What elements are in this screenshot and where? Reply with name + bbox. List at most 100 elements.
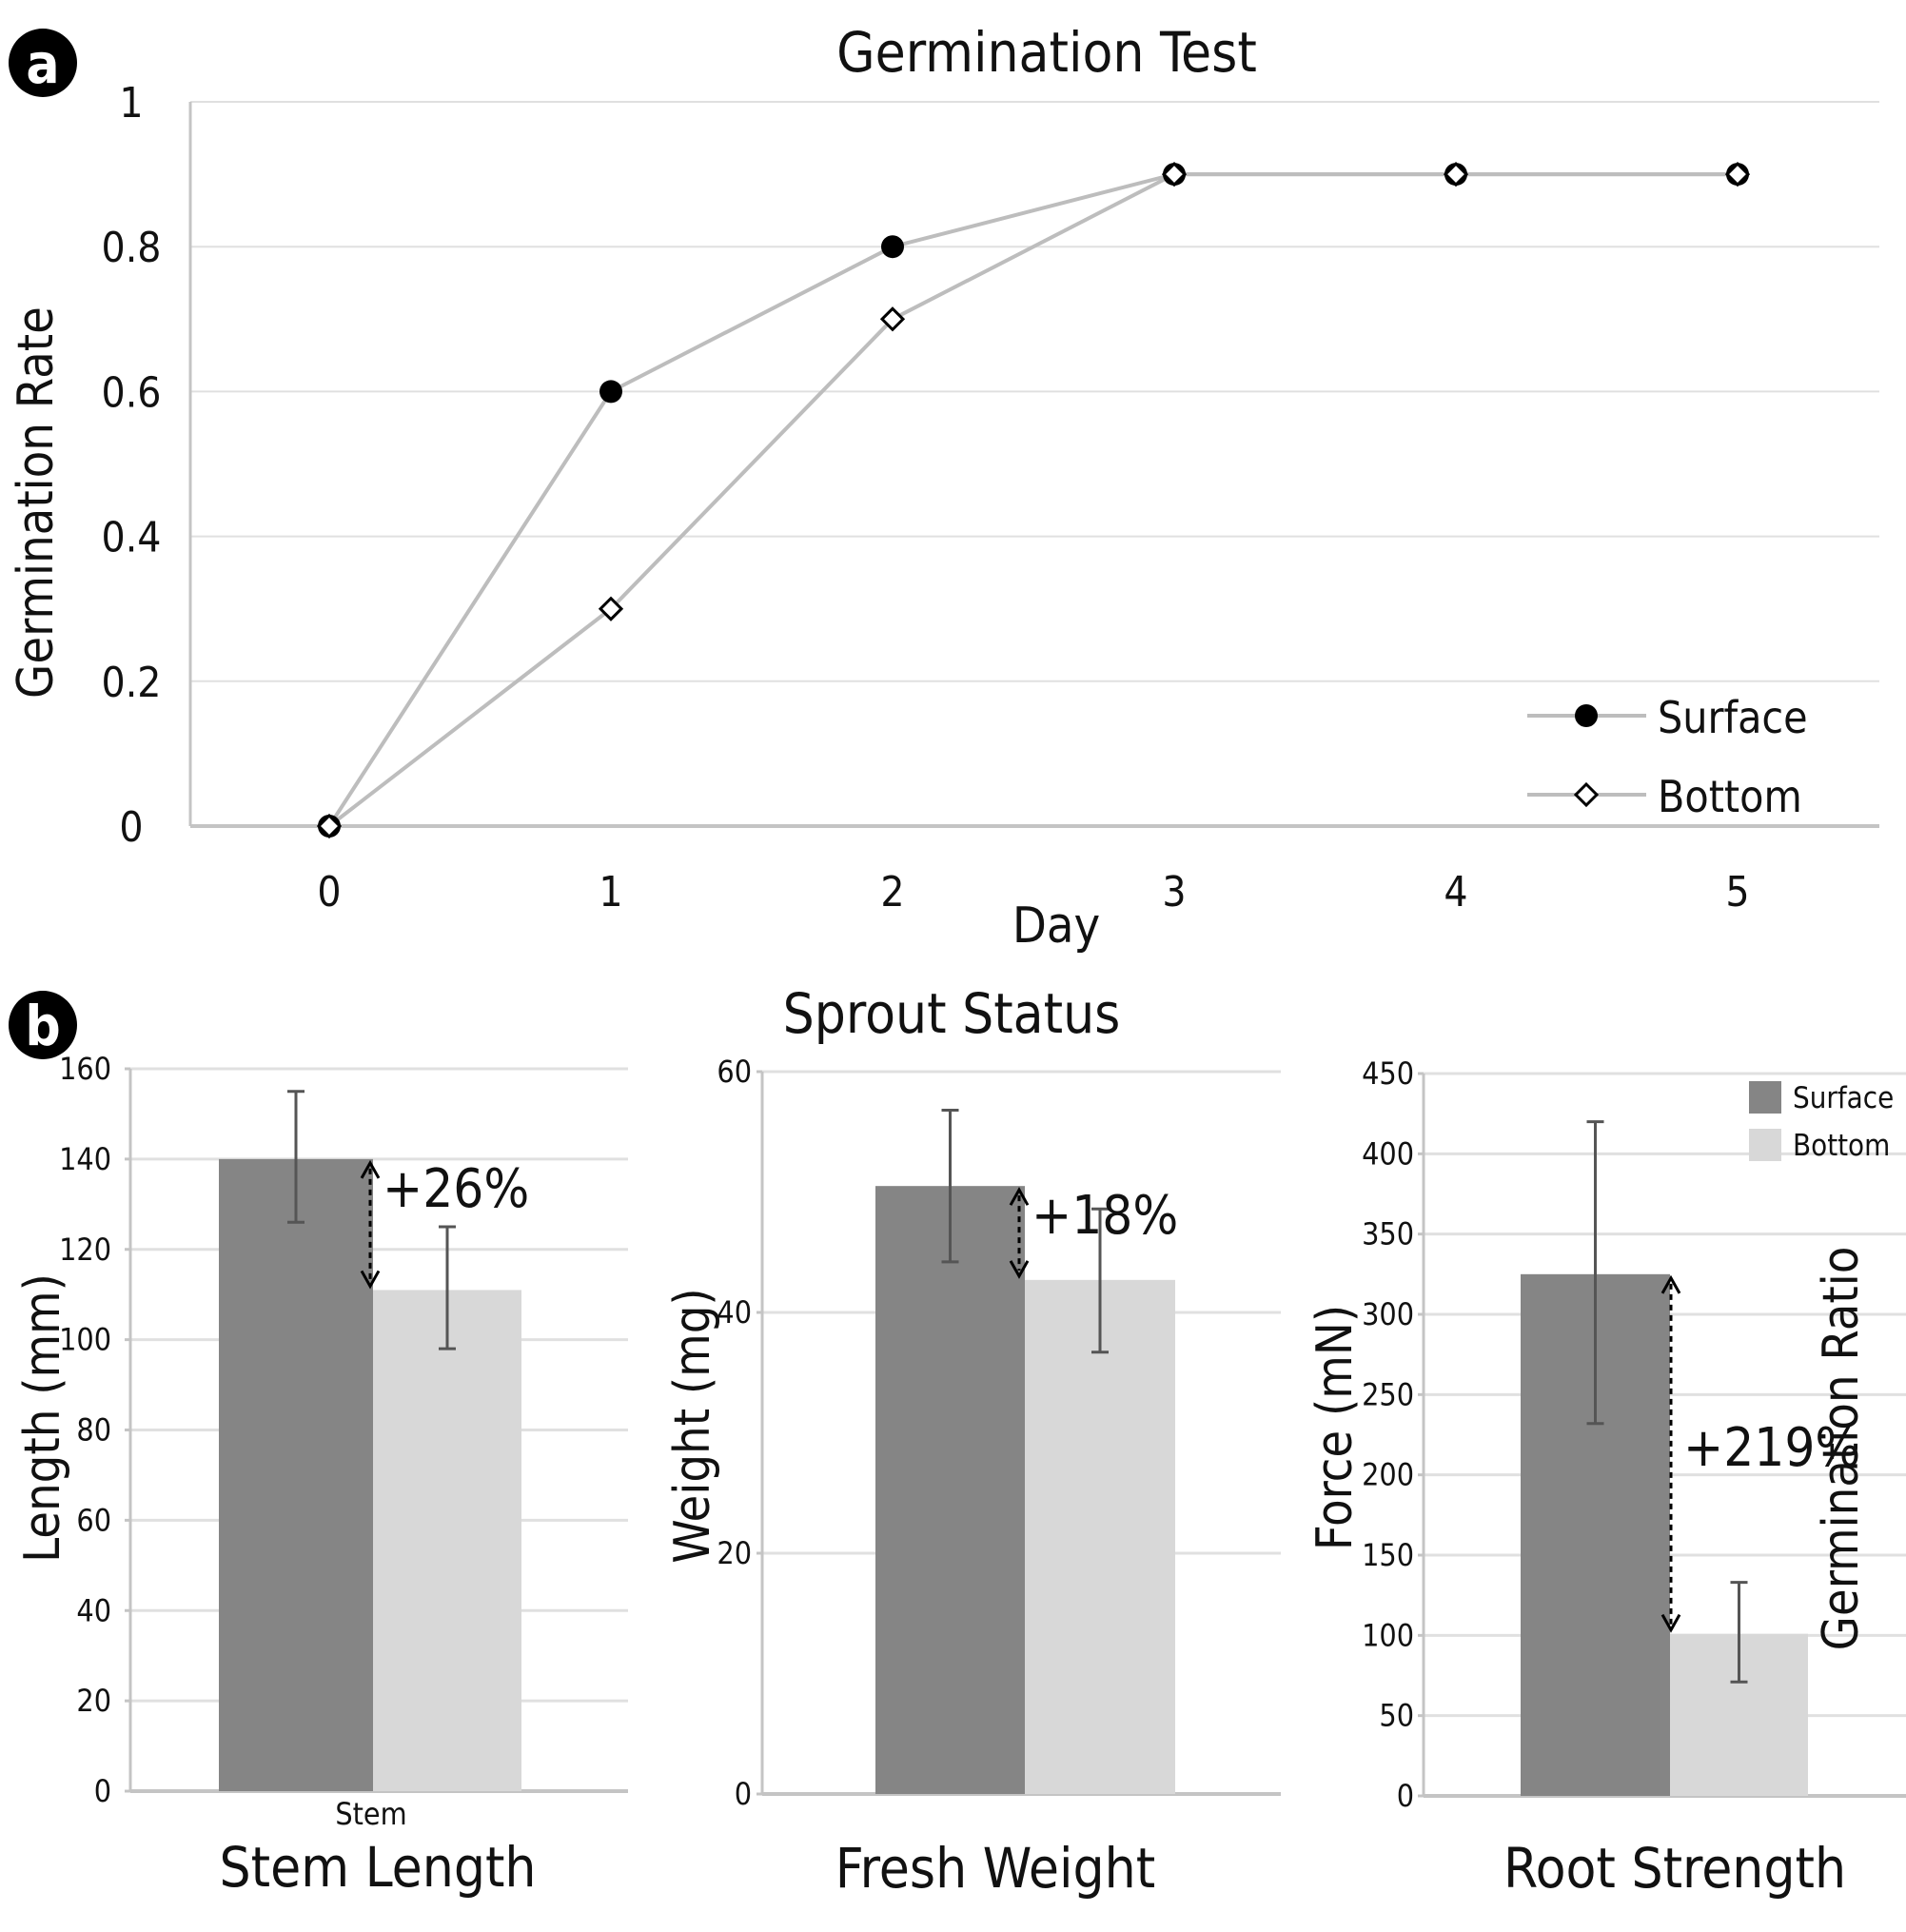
- line-chart-y-label: Germination Rate: [8, 306, 65, 699]
- bar-subplot-title: Fresh Weight: [835, 1836, 1155, 1901]
- y-tick-label: 20: [76, 1683, 111, 1719]
- bar-subplot-title: Root Strength: [1503, 1836, 1846, 1901]
- difference-annotation: +26%: [383, 1158, 529, 1220]
- bar-category-label: Stem: [335, 1796, 406, 1832]
- y-tick-label: 60: [76, 1502, 111, 1538]
- legend-swatch-bottom: [1749, 1129, 1781, 1161]
- y-tick-label: 100: [1362, 1617, 1414, 1653]
- line-chart-series: [316, 161, 1751, 839]
- y-tick-label: 100: [59, 1322, 111, 1358]
- data-point-bottom: [1161, 161, 1188, 187]
- legend-swatch-surface: [1749, 1081, 1781, 1114]
- difference-arrow: [1009, 1187, 1030, 1279]
- legend-label-bottom: Bottom: [1658, 771, 1802, 822]
- series-line-surface: [327, 172, 1738, 828]
- x-tick-label: 1: [599, 868, 622, 917]
- legend-label-surface: Surface: [1793, 1081, 1894, 1115]
- y-tick-label: 140: [59, 1141, 111, 1177]
- bar-subplot-stem-length: 0 20 40 60 80 100 120 140 160 +26% Length (mm) Stem…: [14, 1051, 628, 1900]
- y-tick-label: 1: [119, 79, 143, 128]
- difference-arrow-head-bottom: [1660, 1613, 1681, 1633]
- x-tick-label: 3: [1162, 868, 1186, 917]
- bar-subplot-root-strength: 0 50 100 150 200 250 300 350 400 450 +219% Force (m…: [1307, 1055, 1906, 1901]
- difference-arrow-head-top: [360, 1159, 381, 1179]
- difference-arrow: [360, 1159, 381, 1290]
- y-tick-label: 0.8: [102, 224, 162, 272]
- line-chart-axes: [188, 102, 1879, 828]
- series-line-bottom: [327, 172, 1738, 828]
- data-point-surface: [881, 235, 904, 259]
- y-tick-label: 0: [94, 1773, 111, 1809]
- error-bar-surface: [941, 1108, 959, 1264]
- x-tick-label: 4: [1444, 868, 1467, 917]
- y-tick-label: 40: [717, 1294, 752, 1331]
- bar-y-axis-label: Force (mN): [1307, 1305, 1364, 1550]
- difference-arrow: [1660, 1274, 1681, 1633]
- y-tick-label: 0: [735, 1776, 752, 1812]
- error-bar-bottom: [1091, 1207, 1109, 1354]
- panel-b-letter: b: [25, 994, 60, 1058]
- data-point-bottom: [879, 306, 906, 332]
- legend-marker-surface: [1575, 704, 1598, 727]
- difference-annotation: +219%: [1683, 1417, 1860, 1479]
- y-tick-label: 0: [119, 803, 143, 852]
- y-tick-label: 150: [1362, 1537, 1414, 1573]
- line-chart-gridlines: [190, 101, 1879, 682]
- line-chart-legend: Surface Bottom: [1527, 692, 1808, 822]
- bar-y-axis-label: Weight (mg): [664, 1288, 721, 1563]
- y-tick-label: 0.6: [102, 368, 162, 417]
- difference-arrow-head-top: [1660, 1274, 1681, 1294]
- data-point-bottom: [316, 813, 343, 839]
- error-bar-bottom: [439, 1225, 456, 1350]
- bar-subplot-title: Stem Length: [220, 1835, 537, 1900]
- y-tick-label: 20: [717, 1535, 752, 1571]
- y-tick-label: 40: [76, 1592, 111, 1628]
- difference-arrow-head-top: [1009, 1187, 1030, 1206]
- bar-bottom: [1025, 1279, 1175, 1794]
- y-tick-label: 0.4: [102, 514, 162, 562]
- x-tick-label: 5: [1725, 868, 1749, 917]
- difference-annotation: +18%: [1032, 1185, 1178, 1247]
- panel-a-letter: a: [26, 31, 59, 96]
- data-point-surface: [599, 380, 622, 404]
- error-bar-bottom: [1730, 1581, 1748, 1684]
- bar-legend: Surface Bottom: [1749, 1081, 1894, 1163]
- y-tick-label: 0: [1397, 1778, 1414, 1814]
- y-tick-label: 60: [717, 1054, 752, 1090]
- difference-arrow-head-bottom: [1009, 1260, 1030, 1279]
- line-chart-tick-labels: 0 0.2 0.4 0.6 0.8 1 0 1 2 3 4 5: [102, 79, 1750, 917]
- error-bar-surface: [1586, 1120, 1604, 1426]
- line-chart-x-label: Day: [1012, 897, 1100, 955]
- line-chart-title: Germination Test: [836, 20, 1257, 85]
- germination-line-chart: 0 0.2 0.4 0.6 0.8 1 0 1 2 3 4 5 Germination Test Da…: [8, 20, 1879, 955]
- bar-subplot-fresh-weight: 0 20 40 60 +18% Weight (mg) Fresh Weight: [664, 1054, 1281, 1901]
- difference-arrow-head-bottom: [360, 1270, 381, 1290]
- secondary-y-axis-label: Germination Ratio: [1813, 1247, 1870, 1651]
- panel-a-badge: a: [9, 29, 77, 97]
- y-tick-label: 200: [1362, 1457, 1414, 1493]
- sprout-status-bar-charts: 0 20 40 60 80 100 120 140 160 +26% Length (mm) Stem…: [14, 1051, 1906, 1901]
- y-tick-label: 80: [76, 1412, 111, 1449]
- y-tick-label: 50: [1379, 1698, 1414, 1734]
- y-tick-label: 120: [59, 1232, 111, 1268]
- x-tick-label: 0: [317, 868, 341, 917]
- data-point-bottom: [1443, 161, 1469, 187]
- y-tick-label: 250: [1362, 1376, 1414, 1412]
- data-point-bottom: [598, 596, 624, 621]
- y-tick-label: 400: [1362, 1135, 1414, 1172]
- legend-label-bottom: Bottom: [1793, 1129, 1890, 1163]
- bar-surface: [875, 1186, 1025, 1794]
- y-tick-label: 300: [1362, 1296, 1414, 1332]
- error-bar-surface: [287, 1090, 305, 1224]
- legend-marker-bottom: [1573, 781, 1600, 808]
- bar-chart-title: Sprout Status: [783, 981, 1121, 1046]
- y-tick-label: 160: [59, 1051, 111, 1087]
- panel-b-badge: b: [9, 991, 77, 1059]
- y-tick-label: 350: [1362, 1216, 1414, 1252]
- x-tick-label: 2: [880, 868, 904, 917]
- data-point-bottom: [1724, 161, 1751, 187]
- bar-surface: [219, 1158, 373, 1791]
- y-tick-label: 450: [1362, 1055, 1414, 1092]
- y-tick-label: 0.2: [102, 659, 162, 707]
